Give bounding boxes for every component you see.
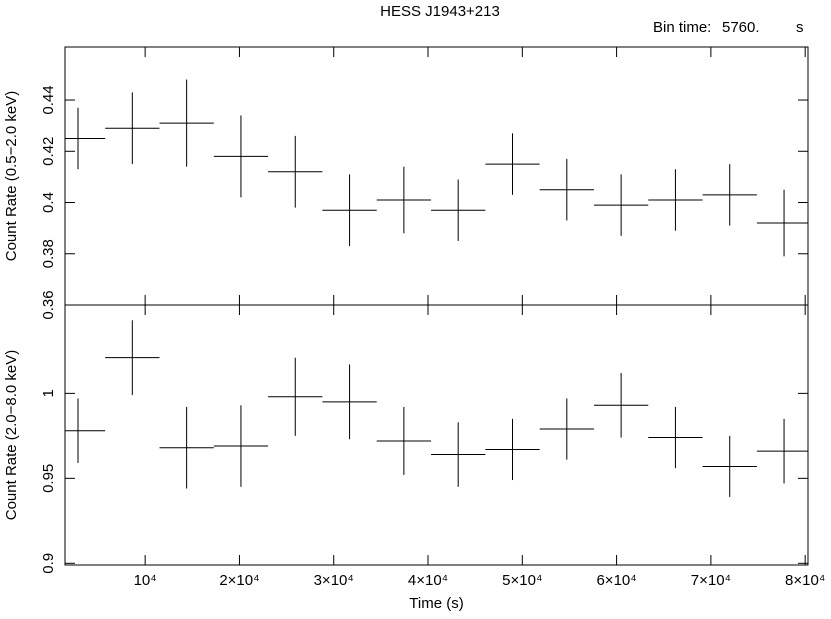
x-tick-label: 3×10⁴ (314, 572, 354, 589)
x-tick-label: 8×10⁴ (785, 572, 825, 589)
bin-time-label: Bin time: (653, 19, 711, 36)
y-tick-label: 0.4 (40, 192, 57, 213)
x-axis-label: Time (s) (409, 595, 463, 612)
x-tick-label: 7×10⁴ (691, 572, 731, 589)
y-tick-label: 0.42 (40, 137, 57, 166)
y-tick-label: 0.95 (40, 464, 57, 493)
plot-frame (64, 46, 809, 306)
y-tick-label: 0.38 (40, 239, 57, 268)
y-tick-label: 0.36 (40, 290, 57, 319)
x-tick-label: 6×10⁴ (596, 572, 636, 589)
x-tick-label: 5×10⁴ (502, 572, 542, 589)
y-tick-label: 0.44 (40, 85, 57, 114)
x-tick-label: 10⁴ (134, 572, 157, 589)
y-axis-label: Count Rate (2.0−8.0 keV) (3, 350, 20, 521)
plot-frame (64, 304, 809, 566)
bin-time-unit: s (796, 19, 804, 36)
x-tick-label: 4×10⁴ (408, 572, 448, 589)
y-tick-label: 1 (40, 389, 57, 397)
bin-time-value: 5760. (722, 19, 760, 36)
y-tick-label: 0.9 (40, 553, 57, 574)
chart-title: HESS J1943+213 (380, 3, 500, 20)
x-tick-label: 2×10⁴ (219, 572, 259, 589)
y-axis-label: Count Rate (0.5−2.0 keV) (3, 91, 20, 262)
